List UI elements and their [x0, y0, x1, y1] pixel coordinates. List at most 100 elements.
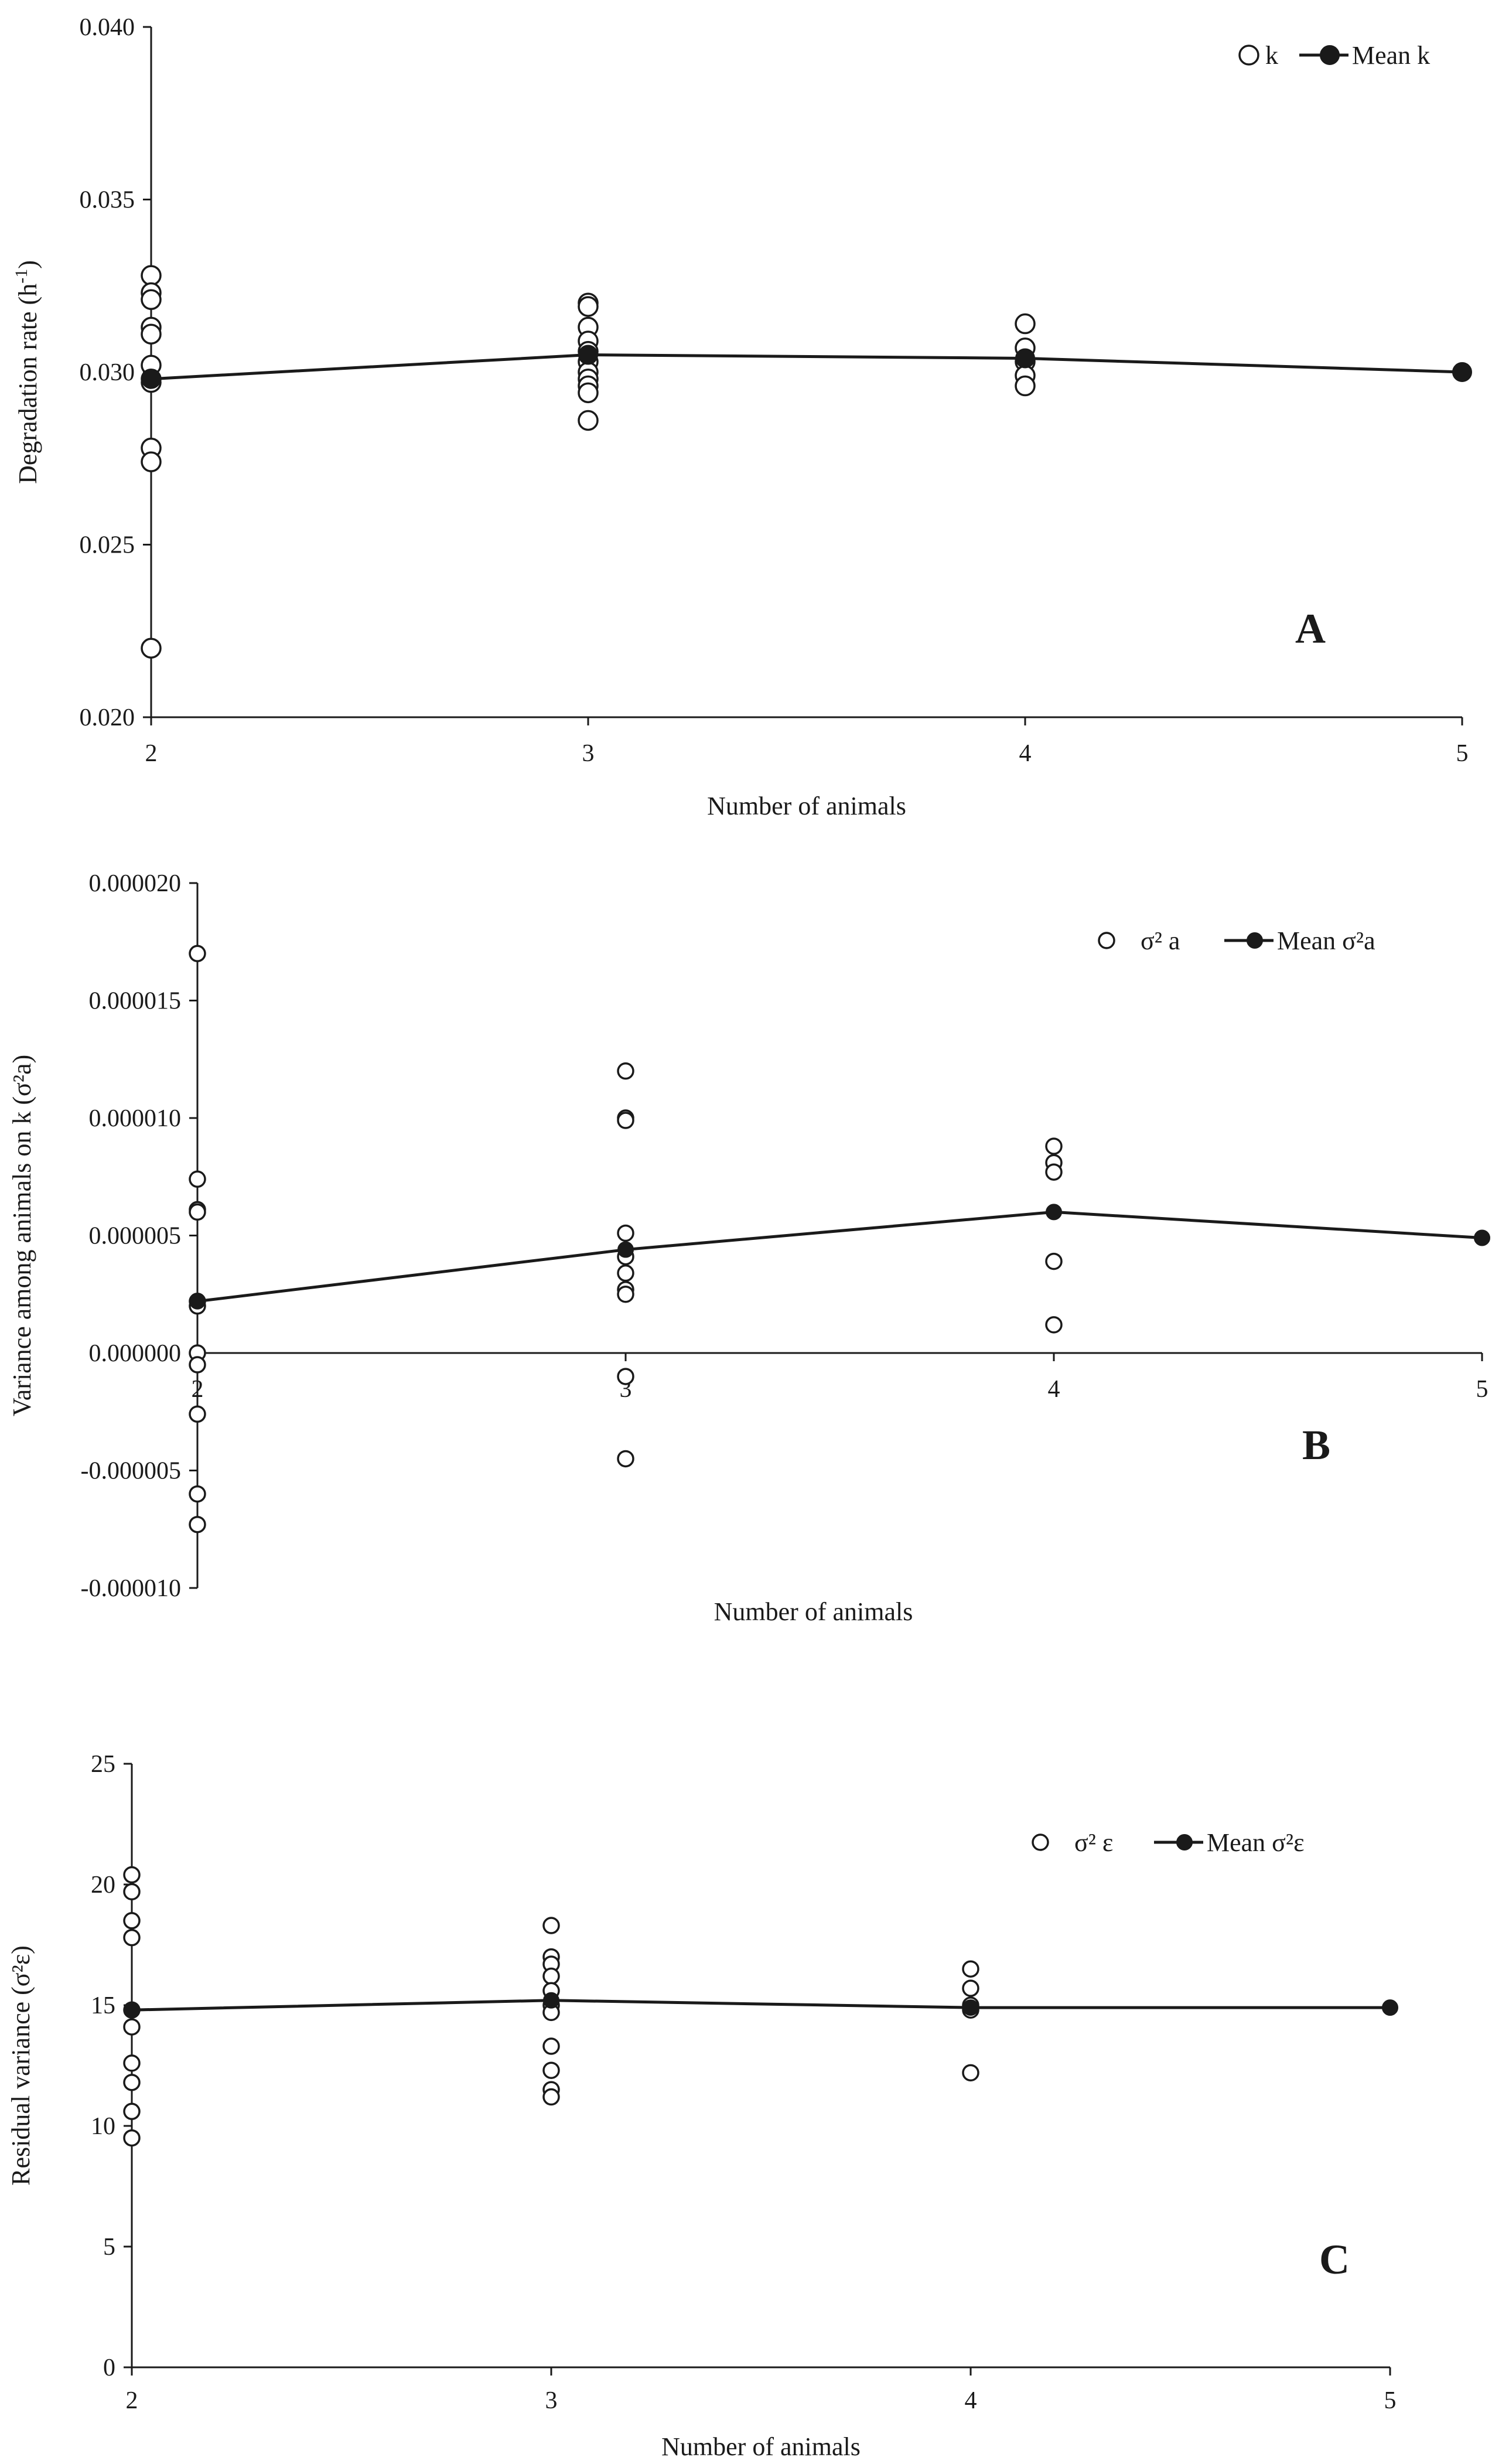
y-tick-label: -0.000005 [81, 1458, 182, 1485]
y-tick-label: 25 [91, 1751, 115, 1778]
mean-point [189, 1293, 206, 1310]
y-tick-label: 10 [91, 2113, 115, 2140]
mean-point [1452, 362, 1472, 382]
legend-point-marker [1238, 45, 1259, 66]
data-point [141, 638, 162, 659]
data-point [189, 1405, 206, 1423]
data-point [1045, 1316, 1063, 1334]
legend-point-marker [1098, 932, 1115, 949]
y-tick-label: 0.025 [80, 532, 135, 559]
data-point [189, 945, 206, 963]
data-point [617, 1062, 634, 1080]
panel-letter: A [1295, 605, 1326, 652]
data-point [1045, 1163, 1063, 1181]
mean-point [141, 369, 161, 389]
x-tick-label: 3 [582, 740, 595, 767]
mean-point [543, 1992, 559, 2009]
data-point [962, 1960, 979, 1978]
legend-mean-label: Mean σ²a [1277, 926, 1375, 955]
data-point [578, 382, 599, 404]
y-tick-label: 0.000005 [89, 1223, 182, 1250]
data-point [617, 1450, 634, 1468]
mean-point [1046, 1204, 1062, 1221]
y-tick-label: 5 [103, 2234, 115, 2261]
data-point [617, 1264, 634, 1282]
mean-line [151, 353, 1463, 381]
data-point [617, 1224, 634, 1242]
y-axis-label: Degradation rate (h-1) [12, 260, 42, 484]
data-point [141, 323, 162, 345]
data-point [141, 451, 162, 472]
mean-point [124, 2002, 140, 2019]
y-axis-label: Variance among animals on k (σ²a) [8, 1055, 36, 1416]
data-point [189, 1485, 206, 1503]
x-tick-label: 5 [1476, 1376, 1488, 1403]
data-point [123, 2129, 141, 2147]
y-tick-label: 0.020 [80, 704, 135, 731]
data-point [189, 1203, 206, 1221]
y-axis-label-text: ) [13, 260, 42, 269]
legend-mean-marker [1320, 45, 1340, 65]
y-tick-label: 0.000015 [89, 988, 182, 1015]
data-point [189, 1170, 206, 1188]
data-point [578, 410, 599, 431]
y-tick-label: 0.030 [80, 359, 135, 386]
mean-point [962, 1999, 979, 2016]
y-axis-label-text: Degradation rate (h [13, 284, 42, 484]
data-point [617, 1286, 634, 1303]
x-axis-label: Number of animals [714, 1597, 913, 1626]
legend-mean-label: Mean k [1352, 41, 1430, 70]
data-point [542, 1917, 560, 1934]
x-tick-label: 2 [192, 1376, 204, 1403]
x-tick-label: 5 [1456, 740, 1469, 767]
y-tick-label: 0 [103, 2354, 115, 2381]
x-tick-label: 4 [1019, 740, 1032, 767]
data-point [542, 2037, 560, 2055]
x-tick-label: 4 [965, 2387, 977, 2414]
y-tick-label: 0.000000 [89, 1340, 182, 1367]
mean-point [1015, 348, 1035, 369]
x-tick-label: 2 [126, 2387, 138, 2414]
panel-letter: C [1319, 2236, 1350, 2283]
panel-b: -0.000010 -0.000005 0.000000 0.000005 0.0000… [8, 870, 1490, 1626]
legend-point-label: σ² ε [1074, 1828, 1113, 1857]
x-tick-label: 3 [545, 2387, 558, 2414]
y-axis-label-superscript: -1 [12, 269, 31, 284]
data-point [141, 265, 162, 286]
x-tick-label: 2 [145, 740, 158, 767]
mean-point [617, 1241, 634, 1258]
y-tick-label: 0.040 [80, 14, 135, 41]
data-point [1045, 1252, 1063, 1270]
legend-point-marker [1032, 1833, 1049, 1851]
data-point [123, 1912, 141, 1930]
panel-c: 0 5 10 15 20 25 2 3 4 5 Number of animals Residual … [6, 1751, 1398, 2461]
legend-point-label: σ² a [1141, 926, 1180, 955]
y-axis-label: Residual variance (σ²ε) [6, 1945, 35, 2186]
data-point [189, 1356, 206, 1374]
data-point [617, 1368, 634, 1385]
data-point [962, 1979, 979, 1997]
data-point [189, 1515, 206, 1533]
data-point [123, 2074, 141, 2091]
mean-point [1382, 1999, 1398, 2016]
legend-mean-marker [1247, 932, 1263, 949]
data-point [542, 2061, 560, 2079]
data-point [123, 2102, 141, 2121]
legend-point-label: k [1265, 41, 1278, 70]
data-point [578, 296, 599, 317]
x-tick-label: 5 [1384, 2387, 1397, 2414]
data-point [123, 2018, 141, 2036]
x-axis-label: Number of animals [707, 792, 906, 820]
legend-mean-marker [1176, 1834, 1193, 1850]
data-point [123, 1883, 141, 1901]
data-point [617, 1112, 634, 1129]
mean-line [197, 1210, 1483, 1303]
y-tick-label: 0.000020 [89, 870, 182, 897]
data-point [542, 2088, 560, 2106]
legend-mean-label: Mean σ²ε [1207, 1828, 1305, 1857]
mean-point [1474, 1229, 1490, 1246]
data-point [141, 289, 162, 311]
data-point [962, 2064, 979, 2082]
